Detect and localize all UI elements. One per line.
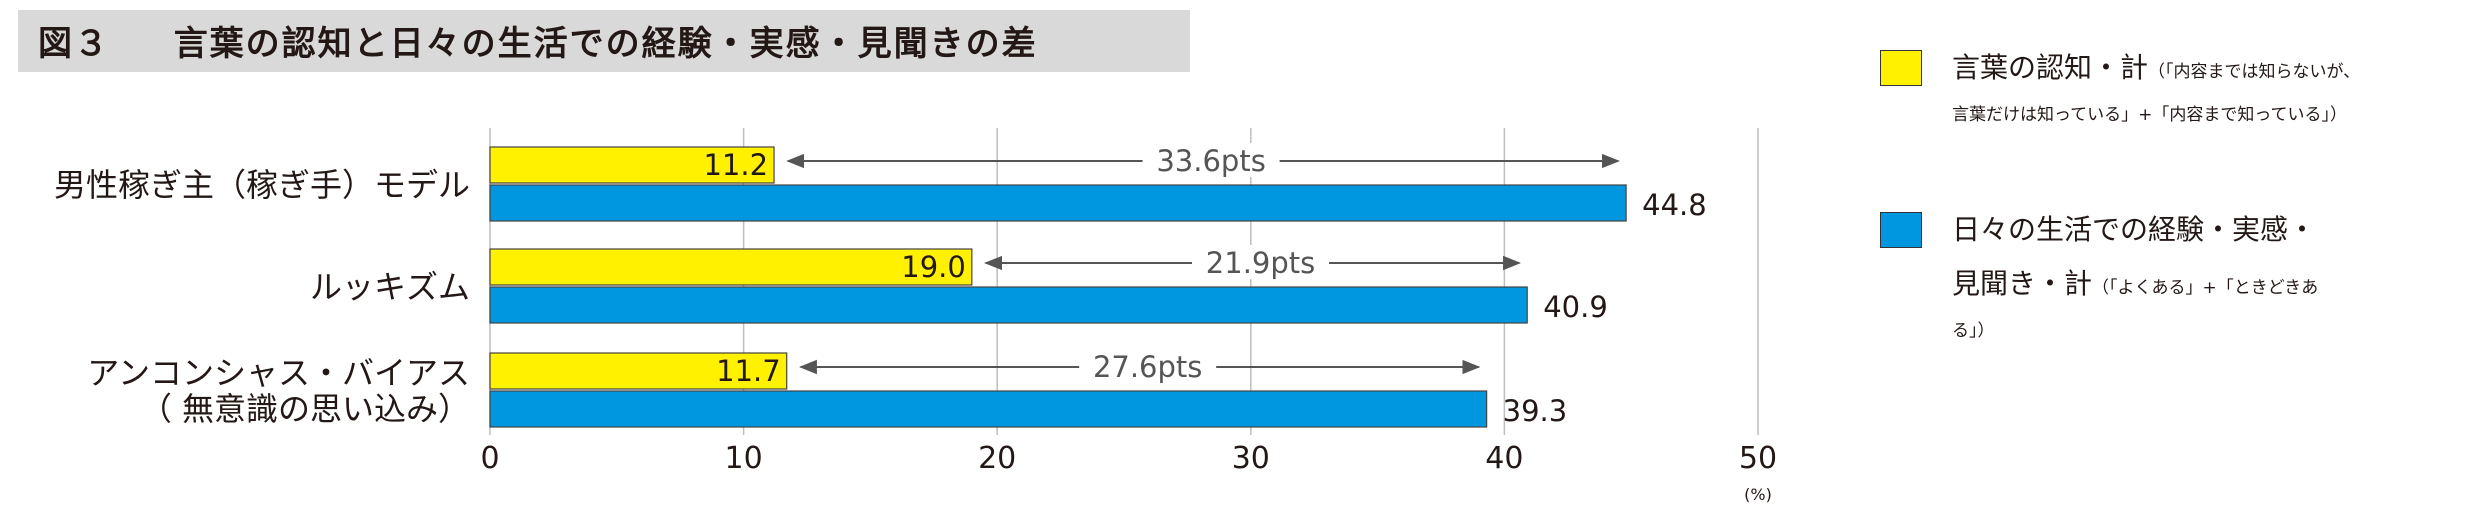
legend-label-experience: 日々の生活での経験・実感・ (1952, 213, 2317, 246)
difference-label: 33.6pts (1156, 144, 1265, 178)
legend: 言葉の認知・計（「内容までは知らないが、 言葉だけは知っている」+「内容まで知っ… (1880, 40, 2440, 480)
difference-label: 21.9pts (1206, 246, 1315, 280)
difference-label-bg (1142, 143, 1280, 177)
legend-label-awareness: 言葉の認知・計 (1952, 51, 2149, 84)
difference-label-bg (1192, 245, 1330, 279)
chart-title-banner: 図３ 言葉の認知と日々の生活での経験・実感・見聞きの差 (18, 10, 1190, 72)
figure-label: 図３ (38, 24, 110, 64)
legend-swatch-awareness (1880, 50, 1922, 86)
x-tick-label: 0 (480, 441, 499, 476)
category-label: 男性稼ぎ主（稼ぎ手）モデル (54, 166, 470, 204)
value-label-awareness: 11.2 (703, 148, 768, 182)
chart-title: 図３ 言葉の認知と日々の生活での経験・実感・見聞きの差 (38, 16, 1038, 65)
legend-note-experience-1: （「よくある」+「ときどきあ (2092, 278, 2319, 298)
bar-experience (489, 286, 1528, 324)
x-tick-label: 30 (1232, 441, 1270, 476)
value-label-experience: 39.3 (1503, 394, 1568, 428)
category-label: （ 無意識の思い込み） (140, 390, 470, 428)
value-label-awareness: 19.0 (901, 250, 966, 284)
category-label: アンコンシャス・バイアス (87, 354, 470, 392)
bar-awareness (489, 146, 775, 184)
legend-note-awareness-1: （「内容までは知らないが、 (2148, 62, 2361, 82)
title-text: 言葉の認知と日々の生活での経験・実感・見聞きの差 (173, 24, 1038, 64)
x-unit-label: (%) (1744, 485, 1772, 504)
legend-note-awareness-2: 言葉だけは知っている」+「内容まで知っている」） (1952, 105, 2348, 125)
value-label-experience: 40.9 (1543, 290, 1608, 324)
legend-note-experience-2: る」） (1952, 321, 1995, 341)
difference-label: 27.6pts (1093, 350, 1202, 384)
x-tick-label: 20 (978, 441, 1016, 476)
x-tick-label: 50 (1739, 441, 1777, 476)
value-label-awareness: 11.7 (716, 354, 781, 388)
legend-swatch-experience (1880, 212, 1922, 248)
x-tick-label: 40 (1485, 441, 1523, 476)
x-tick-label: 10 (725, 441, 763, 476)
category-label: ルッキズム (310, 268, 470, 306)
bar-experience (489, 390, 1488, 428)
value-label-experience: 44.8 (1642, 188, 1707, 222)
legend-label-experience-2: 見聞き・計 (1952, 267, 2093, 300)
bar-awareness (489, 248, 973, 286)
bar-awareness (489, 352, 788, 390)
bar-experience (489, 184, 1627, 222)
difference-label-bg (1079, 349, 1217, 383)
